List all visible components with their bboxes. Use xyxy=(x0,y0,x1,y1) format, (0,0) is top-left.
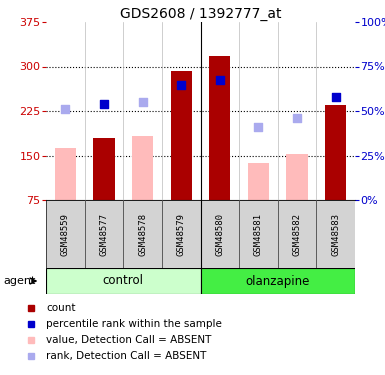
Bar xyxy=(46,200,85,268)
Text: GSM48559: GSM48559 xyxy=(61,213,70,255)
Text: GSM48581: GSM48581 xyxy=(254,213,263,255)
Bar xyxy=(132,136,153,200)
Point xyxy=(217,76,223,82)
Point xyxy=(139,99,146,105)
Text: count: count xyxy=(46,303,76,313)
Text: GSM48580: GSM48580 xyxy=(215,213,224,255)
Bar xyxy=(85,200,123,268)
Bar xyxy=(239,200,278,268)
Bar xyxy=(316,200,355,268)
Text: percentile rank within the sample: percentile rank within the sample xyxy=(46,319,222,329)
Bar xyxy=(171,70,192,200)
Bar xyxy=(93,138,115,200)
Text: GSM48579: GSM48579 xyxy=(177,213,186,255)
Point xyxy=(255,124,261,130)
Point xyxy=(333,94,339,100)
Bar xyxy=(46,268,201,294)
Point xyxy=(178,82,184,88)
Bar xyxy=(123,200,162,268)
Point xyxy=(101,101,107,107)
Bar xyxy=(201,268,355,294)
Title: GDS2608 / 1392777_at: GDS2608 / 1392777_at xyxy=(120,7,281,21)
Text: control: control xyxy=(103,274,144,288)
Bar xyxy=(278,200,316,268)
Text: GSM48583: GSM48583 xyxy=(331,213,340,255)
Text: GSM48582: GSM48582 xyxy=(293,213,301,255)
Bar xyxy=(209,56,231,200)
Text: value, Detection Call = ABSENT: value, Detection Call = ABSENT xyxy=(46,335,212,345)
Bar xyxy=(162,200,201,268)
Point xyxy=(294,115,300,121)
Text: GSM48577: GSM48577 xyxy=(99,213,109,255)
Bar xyxy=(325,105,346,200)
Bar xyxy=(248,163,269,200)
Text: rank, Detection Call = ABSENT: rank, Detection Call = ABSENT xyxy=(46,351,207,361)
Point xyxy=(62,106,69,112)
Text: olanzapine: olanzapine xyxy=(246,274,310,288)
Bar xyxy=(55,148,76,200)
Bar xyxy=(201,200,239,268)
Text: GSM48578: GSM48578 xyxy=(138,213,147,255)
Bar xyxy=(286,154,308,200)
Text: agent: agent xyxy=(4,276,36,286)
